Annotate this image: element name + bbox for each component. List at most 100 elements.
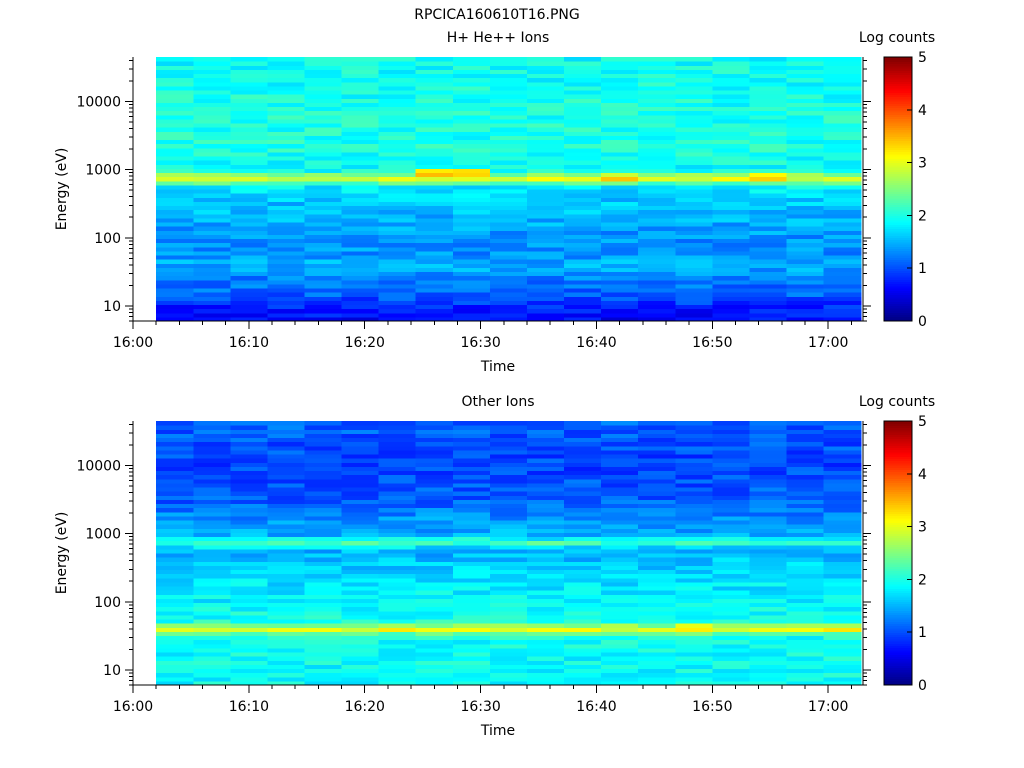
spectrogram-cell [230,577,269,583]
spectrogram-cell [193,127,231,132]
spectrogram-cell [304,445,343,451]
spectrogram-cell [823,482,862,488]
colorbar-swatch [884,217,912,221]
spectrogram-cell [230,209,269,215]
spectrogram-cell [564,623,602,628]
spectrogram-cell [230,197,269,202]
spectrogram-cell [564,627,602,632]
spectrogram-cell [193,296,231,301]
spectrogram-cell [193,470,231,476]
colorbar-swatch [884,579,912,583]
spectrogram-cell [823,672,862,678]
spectrogram-cell [526,230,565,235]
spectrogram-cell [415,201,454,207]
spectrogram-cell [341,292,380,297]
spectrogram-cell [823,474,862,480]
spectrogram-cell [489,425,528,430]
colorbar-swatch [884,140,912,144]
spectrogram-cell [193,222,231,227]
spectrogram-cell [378,156,417,161]
colorbar-swatch [884,65,912,69]
spectrogram-cell [786,308,825,314]
spectrogram-cell [823,197,862,202]
spectrogram-cell [526,172,565,178]
spectrogram-cell [267,147,306,153]
colorbar-swatch [884,263,912,267]
spectrogram-cell [193,275,231,281]
spectrogram-cell [341,532,380,538]
spectrogram-cell [638,553,676,558]
spectrogram-cell [749,143,788,149]
spectrogram-cell [378,528,417,533]
colorbar-swatch [884,178,912,181]
spectrogram-cell [378,565,417,571]
spectrogram-cell [304,610,343,616]
spectrogram-cell [193,242,231,248]
spectrogram-cell [156,590,194,595]
spectrogram-cell [712,168,751,174]
spectrogram-cell [304,312,343,318]
colorbar-swatch [884,599,912,602]
spectrogram-cell [489,478,528,484]
colorbar-swatch [884,434,912,437]
spectrogram-cell [526,168,565,174]
spectrogram-cell [267,437,306,443]
spectrogram-cell [823,288,862,293]
spectrogram-cell [156,267,194,273]
spectrogram-cell [638,520,676,525]
spectrogram-cell [749,561,788,566]
spectrogram-cell [749,90,788,95]
spectrogram-cell [304,573,343,579]
spectrogram-cell [601,639,639,645]
spectrogram-cell [601,131,639,136]
spectrogram-cell [267,466,306,472]
spectrogram-cell [415,275,454,281]
spectrogram-cell [415,602,454,608]
spectrogram-cell [749,449,788,455]
spectrogram-cell [638,275,676,281]
spectrogram-cell [452,164,491,169]
spectrogram-cell [823,437,862,443]
spectrogram-cell [230,172,269,178]
spectrogram-cell [452,209,491,215]
spectrogram-cell [341,193,380,198]
spectrogram-cell [675,590,713,595]
spectrogram-cell [823,536,862,542]
spectrogram-cell [526,73,565,79]
spectrogram-cell [341,635,380,641]
spectrogram-cell [601,503,639,509]
spectrogram-cell [267,263,306,268]
spectrogram-cell [193,449,231,455]
spectrogram-cell [712,602,751,608]
spectrogram-cell [341,553,380,558]
spectrogram-cell [156,482,194,488]
x-tick-label: 16:40 [576,699,616,715]
spectrogram-cell [601,69,639,75]
spectrogram-cell [341,279,380,285]
spectrogram-cell [156,569,194,575]
spectrogram-cell [452,660,491,665]
colorbar-swatch [884,57,912,60]
spectrogram-cell [712,127,751,132]
spectrogram-cell [712,263,751,268]
spectrogram-cell [156,263,194,268]
spectrogram-cell [267,441,306,447]
colorbar-swatch [884,568,912,572]
spectrogram-cell [601,548,639,554]
spectrogram-cell [304,300,343,306]
spectrogram-cell [786,123,825,128]
spectrogram-cell [230,250,269,256]
spectrogram-cell [526,462,565,467]
spectrogram-cell [230,160,269,165]
spectrogram-cell [786,425,825,430]
spectrogram-cell [415,676,454,682]
spectrogram-cell [675,263,713,268]
spectrogram-cell [489,445,528,451]
colorbar-swatch [884,641,912,644]
colorbar-swatch [884,504,912,508]
colorbar-swatch [884,581,912,585]
spectrogram-cell [526,528,565,533]
spectrogram-cell [415,176,454,182]
spectrogram-cell [823,627,862,632]
spectrogram-cell [341,147,380,153]
